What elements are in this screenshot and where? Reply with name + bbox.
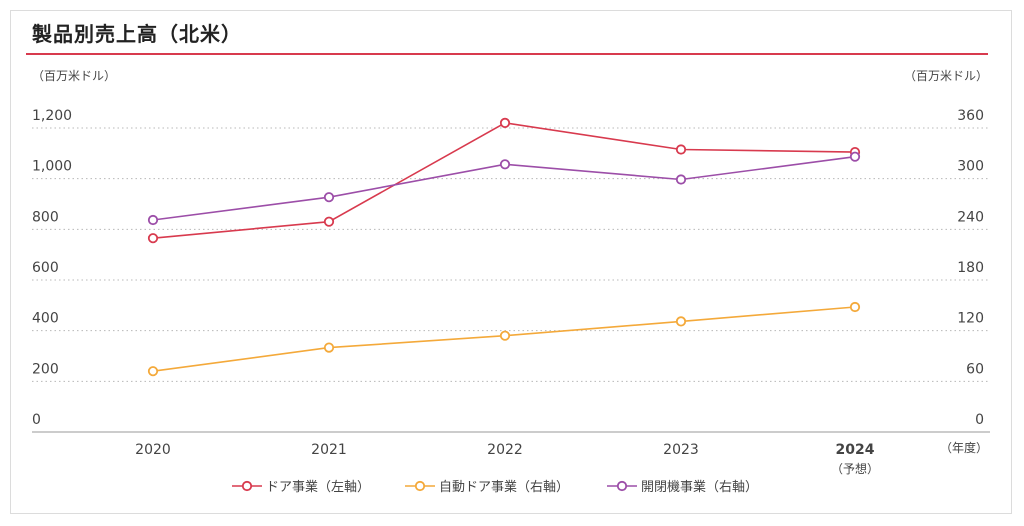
y-right-tick-label: 300 [957,159,984,175]
data-point [499,159,511,170]
y-left-tick-label: 1,000 [32,159,72,175]
x-tick-sublabel: （予想） [831,461,879,476]
y-right-tick-label: 120 [957,311,984,327]
x-axis-unit: （年度） [940,440,988,455]
data-point [675,316,687,327]
y-right-tick-label: 60 [966,361,984,377]
y-left-tick-label: 0 [32,412,41,428]
data-point [849,151,861,162]
y-right-tick-label: 180 [957,260,984,276]
grid-lines [32,127,990,433]
data-point [147,366,159,377]
data-point [147,233,159,244]
x-tick-label: 2020 [135,442,171,458]
legend: ドア事業（左軸） 自動ドア事業（右軸） 開閉機事業（右軸） [232,479,758,495]
x-tick-label: 2024 [836,442,875,458]
data-point [499,117,511,129]
legend-label: ドア事業（左軸） [266,479,370,495]
data-point [147,214,159,226]
y-right-tick-label: 240 [957,209,984,225]
data-point [675,174,687,185]
y-right-unit: （百万米ドル） [904,69,988,83]
data-point [675,144,687,155]
y-left-tick-label: 1,200 [32,108,72,124]
x-tick-label: 2023 [663,442,699,458]
y-left-unit: （百万米ドル） [32,69,116,83]
legend-label: 自動ドア事業（右軸） [439,479,569,495]
x-tick-label: 2021 [311,442,347,458]
y-left-tick-label: 200 [32,361,59,377]
series-points [147,117,861,377]
y-left-tick-label: 800 [32,209,59,225]
series-line [152,122,856,239]
chart-title: 製品別売上高（北米） [32,22,242,46]
x-tick-label: 2022 [487,442,523,458]
legend-label: 開閉機事業（右軸） [641,479,758,495]
y-left-tick-label: 600 [32,260,59,276]
data-point [323,216,335,227]
chart-frame [10,10,1012,514]
legend-swatch-marker [414,480,426,492]
title-underline [26,53,988,55]
legend-swatch-marker [241,480,253,492]
data-point [323,192,335,203]
data-point [849,301,861,313]
axes: （百万米ドル） （百万米ドル） 0 0 200 60 400 120 600 180 800 240 1… [32,69,988,476]
y-right-tick-label: 360 [957,108,984,124]
y-left-tick-label: 400 [32,311,59,327]
legend-swatch-marker [616,480,628,492]
y-right-tick-label: 0 [975,412,984,428]
data-point [499,330,511,341]
data-point [323,342,335,353]
